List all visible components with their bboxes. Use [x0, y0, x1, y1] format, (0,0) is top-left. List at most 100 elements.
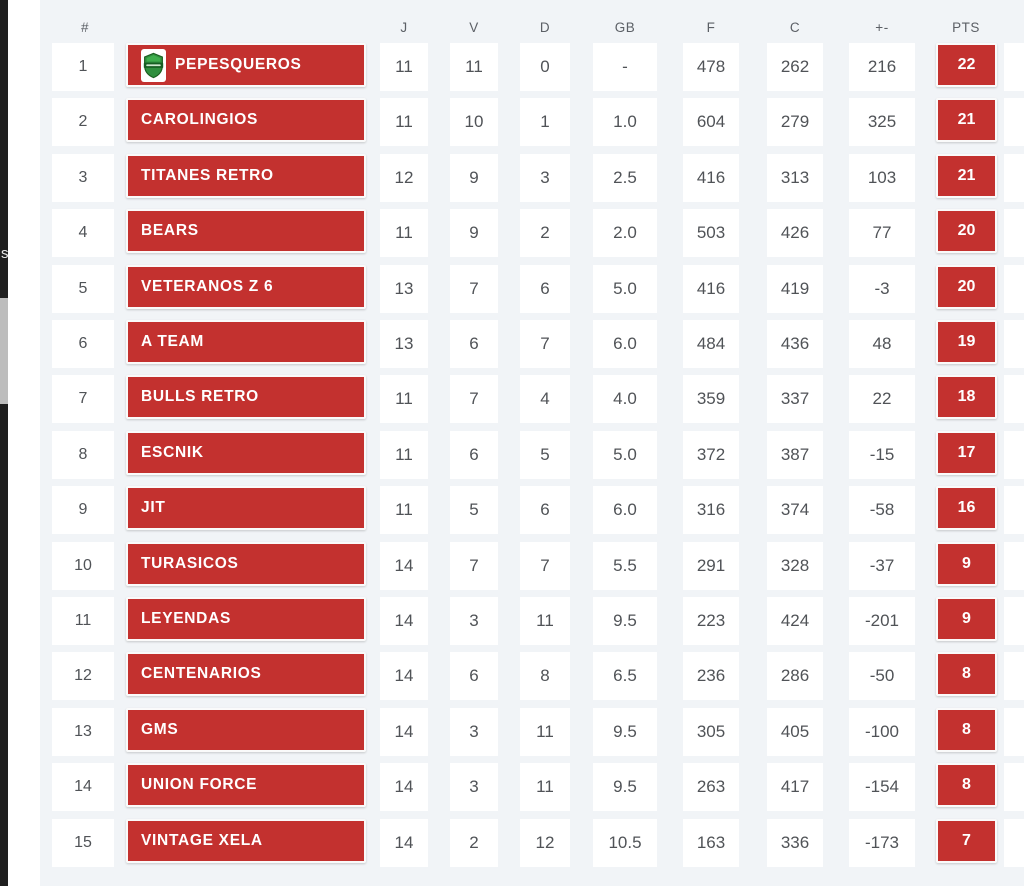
- v-cell: 11: [450, 43, 498, 91]
- team-badge[interactable]: PEPESQUEROS: [126, 43, 366, 87]
- position-cell: 13: [52, 707, 114, 756]
- j-cell: 14: [380, 763, 428, 812]
- clipped-cell-fragment: [1004, 209, 1024, 258]
- f-cell: 163: [683, 818, 739, 867]
- d-cell: 11: [520, 763, 570, 812]
- pm-cell: -154: [849, 763, 915, 812]
- v-cell: 7: [450, 375, 498, 424]
- v-cell: 3: [450, 707, 498, 756]
- j-cell: 11: [380, 43, 428, 91]
- v-cell: 6: [450, 320, 498, 368]
- clipped-cell-fragment: [1004, 486, 1024, 535]
- f-cell: 359: [683, 375, 739, 424]
- position-cell: 8: [52, 430, 114, 479]
- team-badge[interactable]: VINTAGE XELA: [126, 818, 366, 863]
- pm-cell: -15: [849, 430, 915, 479]
- team-name-label: CENTENARIOS: [141, 665, 262, 683]
- team-name-label: TITANES RETRO: [141, 166, 274, 184]
- c-cell: 337: [767, 375, 823, 424]
- team-badge[interactable]: BEARS: [126, 209, 366, 254]
- column-header-pos: #: [80, 20, 90, 35]
- position-cell: 15: [52, 818, 114, 867]
- gb-cell: 9.5: [593, 763, 657, 812]
- c-cell: 374: [767, 486, 823, 535]
- team-badge[interactable]: TITANES RETRO: [126, 153, 366, 198]
- c-cell: 419: [767, 264, 823, 313]
- clipped-cell-fragment: [1004, 375, 1024, 424]
- v-cell: 9: [450, 209, 498, 258]
- team-badge[interactable]: JIT: [126, 486, 366, 531]
- d-cell: 3: [520, 153, 570, 202]
- d-cell: 6: [520, 264, 570, 313]
- clipped-cell-fragment: [1004, 43, 1024, 91]
- left-edge-strip: s: [0, 0, 9, 886]
- pts-badge: 20: [936, 264, 997, 309]
- team-name-label: GMS: [141, 720, 179, 738]
- gb-cell: 10.5: [593, 818, 657, 867]
- d-cell: 7: [520, 320, 570, 368]
- team-name-label: CAROLINGIOS: [141, 111, 259, 129]
- team-name-label: UNION FORCE: [141, 776, 258, 794]
- gb-cell: 5.0: [593, 264, 657, 313]
- team-name-label: VINTAGE XELA: [141, 831, 263, 849]
- column-header-c: C: [789, 20, 801, 35]
- position-cell: 4: [52, 209, 114, 258]
- column-header-pts: PTS: [952, 20, 980, 35]
- clipped-cell-fragment: [1004, 707, 1024, 756]
- j-cell: 12: [380, 153, 428, 202]
- gb-cell: 1.0: [593, 98, 657, 147]
- team-badge[interactable]: CENTENARIOS: [126, 652, 366, 697]
- team-name-label: VETERANOS Z 6: [141, 277, 274, 295]
- pts-badge: 9: [936, 541, 997, 586]
- c-cell: 279: [767, 98, 823, 147]
- team-name-label: BULLS RETRO: [141, 388, 259, 406]
- v-cell: 7: [450, 541, 498, 590]
- clipped-cell-fragment: [1004, 320, 1024, 368]
- position-cell: 2: [52, 98, 114, 147]
- team-badge[interactable]: ESCNIK: [126, 430, 366, 475]
- d-cell: 4: [520, 375, 570, 424]
- team-badge[interactable]: GMS: [126, 707, 366, 752]
- f-cell: 236: [683, 652, 739, 701]
- pm-cell: -3: [849, 264, 915, 313]
- pts-badge: 21: [936, 153, 997, 198]
- table-row: 12 CENTENARIOS 14 6 8 6.5 236 286 -50 8: [40, 652, 1024, 701]
- position-cell: 14: [52, 763, 114, 812]
- table-row: 1 PEPESQUEROS 11 11 0-478 262 216 22: [40, 43, 1024, 91]
- pm-cell: -201: [849, 597, 915, 645]
- team-badge[interactable]: TURASICOS: [126, 541, 366, 586]
- team-badge[interactable]: BULLS RETRO: [126, 375, 366, 420]
- position-cell: 12: [52, 652, 114, 701]
- f-cell: 484: [683, 320, 739, 368]
- team-logo-icon: [141, 48, 166, 82]
- d-cell: 6: [520, 486, 570, 535]
- c-cell: 313: [767, 153, 823, 202]
- c-cell: 417: [767, 763, 823, 812]
- team-badge[interactable]: UNION FORCE: [126, 763, 366, 808]
- pm-cell: 325: [849, 98, 915, 147]
- team-badge[interactable]: LEYENDAS: [126, 597, 366, 641]
- f-cell: 223: [683, 597, 739, 645]
- pm-cell: -100: [849, 707, 915, 756]
- f-cell: 372: [683, 430, 739, 479]
- pts-badge: 9: [936, 597, 997, 641]
- pm-cell: 77: [849, 209, 915, 258]
- c-cell: 262: [767, 43, 823, 91]
- table-row: 14 UNION FORCE 14 3 11 9.5 263 417 -154 8: [40, 763, 1024, 812]
- table-row: 4 BEARS 11 9 2 2.0 503 426 77 20: [40, 209, 1024, 258]
- team-name-label: A TEAM: [141, 333, 205, 350]
- pm-cell: 22: [849, 375, 915, 424]
- gb-cell: 6.5: [593, 652, 657, 701]
- pm-cell: 216: [849, 43, 915, 91]
- team-badge[interactable]: A TEAM: [126, 320, 366, 364]
- column-header-v: V: [469, 20, 479, 35]
- team-badge[interactable]: CAROLINGIOS: [126, 98, 366, 143]
- j-cell: 13: [380, 320, 428, 368]
- pts-badge: 21: [936, 98, 997, 143]
- v-cell: 3: [450, 763, 498, 812]
- team-badge[interactable]: VETERANOS Z 6: [126, 264, 366, 309]
- pts-badge: 16: [936, 486, 997, 531]
- left-strip-scrollbar-thumb[interactable]: [0, 298, 8, 404]
- j-cell: 14: [380, 652, 428, 701]
